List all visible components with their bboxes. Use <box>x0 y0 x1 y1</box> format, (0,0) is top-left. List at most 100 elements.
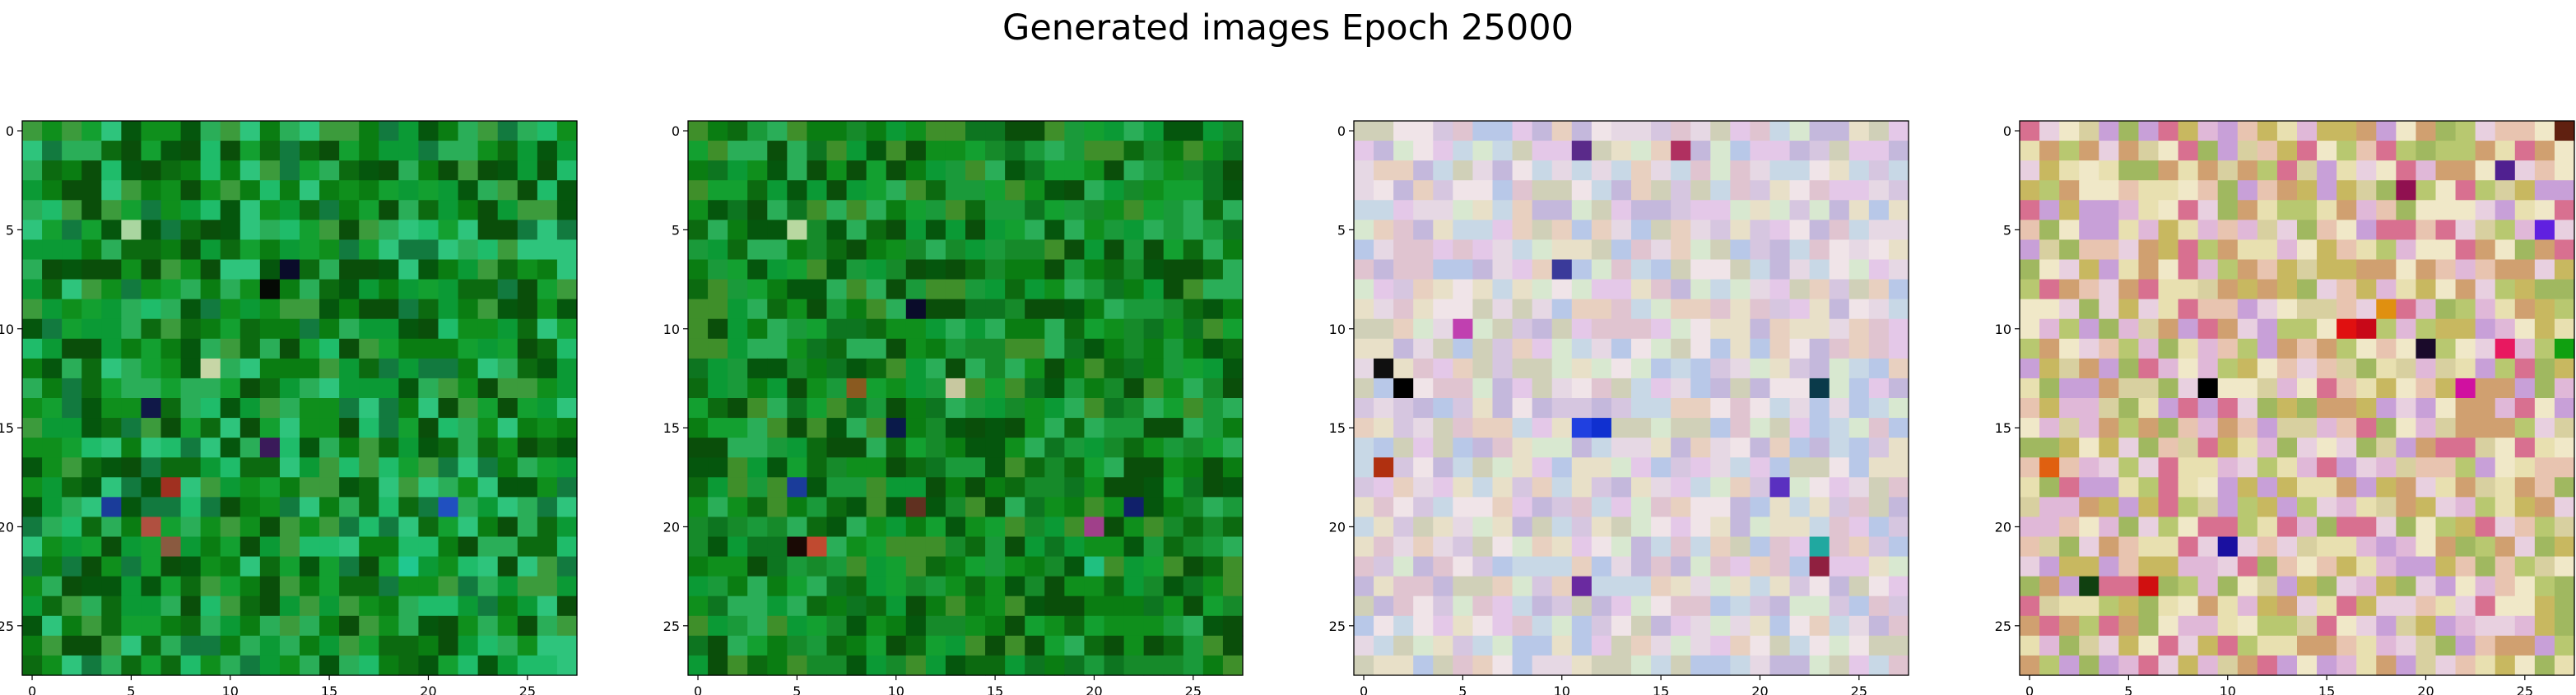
pixel-r23-c27 <box>556 576 578 597</box>
pixel-r24-c16 <box>1005 595 1025 617</box>
pixel-r21-c0 <box>22 536 43 558</box>
pixel-r13-c21 <box>1104 378 1125 399</box>
pixel-r6-c10 <box>2217 239 2239 261</box>
pixel-r5-c7 <box>160 220 182 241</box>
pixel-r1-c26 <box>537 141 558 161</box>
pixel-r11-c13 <box>279 338 300 359</box>
pixel-r25-c10 <box>886 615 907 637</box>
pixel-r2-c19 <box>2396 160 2417 181</box>
pixel-r16-c21 <box>438 438 459 458</box>
pixel-r11-c5 <box>2118 338 2140 359</box>
pixel-r3-c4 <box>1433 180 1453 201</box>
pixel-r13-c10 <box>1551 378 1573 399</box>
pixel-r20-c18 <box>1044 517 1065 538</box>
pixel-r0-c13 <box>1611 121 1632 141</box>
pixel-r0-c1 <box>42 121 63 141</box>
pixel-r24-c13 <box>279 595 300 617</box>
pixel-r7-c8 <box>1512 259 1533 280</box>
pixel-r16-c24 <box>1829 438 1850 458</box>
pixel-r17-c3 <box>1413 457 1434 478</box>
pixel-r27-c11 <box>239 655 261 676</box>
pixel-r7-c2 <box>728 259 748 280</box>
pixel-r12-c12 <box>1591 358 1612 379</box>
pixel-r4-c8 <box>180 200 202 220</box>
pixel-r23-c12 <box>925 576 946 597</box>
pixel-r21-c3 <box>81 536 102 558</box>
pixel-r9-c9 <box>1532 299 1553 320</box>
pixel-r0-c6 <box>141 121 162 141</box>
pixel-r9-c24 <box>1163 299 1184 320</box>
pixel-r6-c21 <box>1769 239 1791 261</box>
pixel-r7-c23 <box>477 259 499 280</box>
pixel-r8-c19 <box>398 279 420 300</box>
pixel-r0-c9 <box>1532 121 1553 141</box>
pixel-r2-c24 <box>1163 160 1184 181</box>
pixel-r25-c7 <box>1492 615 1514 637</box>
pixel-r0-c4 <box>101 121 122 141</box>
pixel-r24-c10 <box>220 595 241 617</box>
pixel-r23-c20 <box>1750 576 1771 597</box>
pixel-r2-c21 <box>1104 160 1125 181</box>
pixel-r26-c11 <box>239 635 261 656</box>
pixel-r25-c0 <box>2020 615 2040 637</box>
pixel-r0-c12 <box>1591 121 1612 141</box>
pixel-r22-c12 <box>259 556 281 577</box>
pixel-r6-c26 <box>2534 239 2555 261</box>
pixel-r12-c25 <box>517 358 538 379</box>
pixel-r12-c1 <box>2039 358 2060 379</box>
pixel-r20-c13 <box>1611 517 1632 538</box>
pixel-r14-c9 <box>866 398 887 419</box>
pixel-r3-c7 <box>2158 180 2179 201</box>
pixel-r21-c26 <box>1868 536 1890 558</box>
pixel-r11-c3 <box>81 338 102 359</box>
pixel-r0-c16 <box>1671 121 1691 141</box>
pixel-r8-c13 <box>1611 279 1632 300</box>
pixel-r2-c4 <box>2099 160 2119 181</box>
pixel-r2-c14 <box>300 160 320 181</box>
pixel-r15-c16 <box>1671 418 1691 438</box>
pixel-r11-c7 <box>2158 338 2179 359</box>
pixel-r8-c2 <box>62 279 82 300</box>
pixel-r4-c12 <box>2257 200 2278 220</box>
pixel-r6-c0 <box>2020 239 2040 261</box>
pixel-r16-c25 <box>517 438 538 458</box>
pixel-r12-c7 <box>1492 358 1514 379</box>
pixel-r12-c19 <box>1064 358 1086 379</box>
pixel-r16-c16 <box>1005 438 1025 458</box>
pixel-r25-c24 <box>497 615 518 637</box>
pixel-r25-c22 <box>1123 615 1145 637</box>
pixel-r17-c6 <box>2138 457 2160 478</box>
pixel-r4-c16 <box>2337 200 2357 220</box>
pixel-r10-c2 <box>728 318 748 340</box>
pixel-r24-c24 <box>1829 595 1850 617</box>
pixel-r3-c2 <box>62 180 82 201</box>
pixel-r12-c22 <box>1789 358 1811 379</box>
pixel-r23-c14 <box>2297 576 2318 597</box>
pixel-r14-c4 <box>767 398 788 419</box>
pixel-r13-c0 <box>1354 378 1374 399</box>
pixel-r24-c6 <box>807 595 828 617</box>
pixel-r15-c20 <box>1084 418 1105 438</box>
pixel-r18-c1 <box>708 477 728 498</box>
pixel-r19-c19 <box>1730 497 1751 518</box>
pixel-r11-c0 <box>22 338 43 359</box>
pixel-r4-c18 <box>2376 200 2397 220</box>
pixel-r1-c5 <box>1453 141 1474 161</box>
pixel-r25-c24 <box>1829 615 1850 637</box>
pixel-r8-c21 <box>438 279 459 300</box>
pixel-r9-c1 <box>2039 299 2060 320</box>
pixel-r13-c1 <box>1374 378 1394 399</box>
pixel-r4-c7 <box>160 200 182 220</box>
pixel-r17-c2 <box>2059 457 2080 478</box>
pixel-r22-c5 <box>2118 556 2140 577</box>
pixel-r20-c13 <box>945 517 966 538</box>
pixel-r1-c10 <box>220 141 241 161</box>
pixel-r16-c10 <box>886 438 907 458</box>
pixel-r22-c27 <box>2554 556 2575 577</box>
pixel-r21-c17 <box>1690 536 1711 558</box>
pixel-r17-c11 <box>1571 457 1593 478</box>
pixel-r20-c20 <box>2416 517 2437 538</box>
pixel-r25-c1 <box>42 615 63 637</box>
pixel-r2-c22 <box>2455 160 2476 181</box>
pixel-r15-c23 <box>477 418 499 438</box>
